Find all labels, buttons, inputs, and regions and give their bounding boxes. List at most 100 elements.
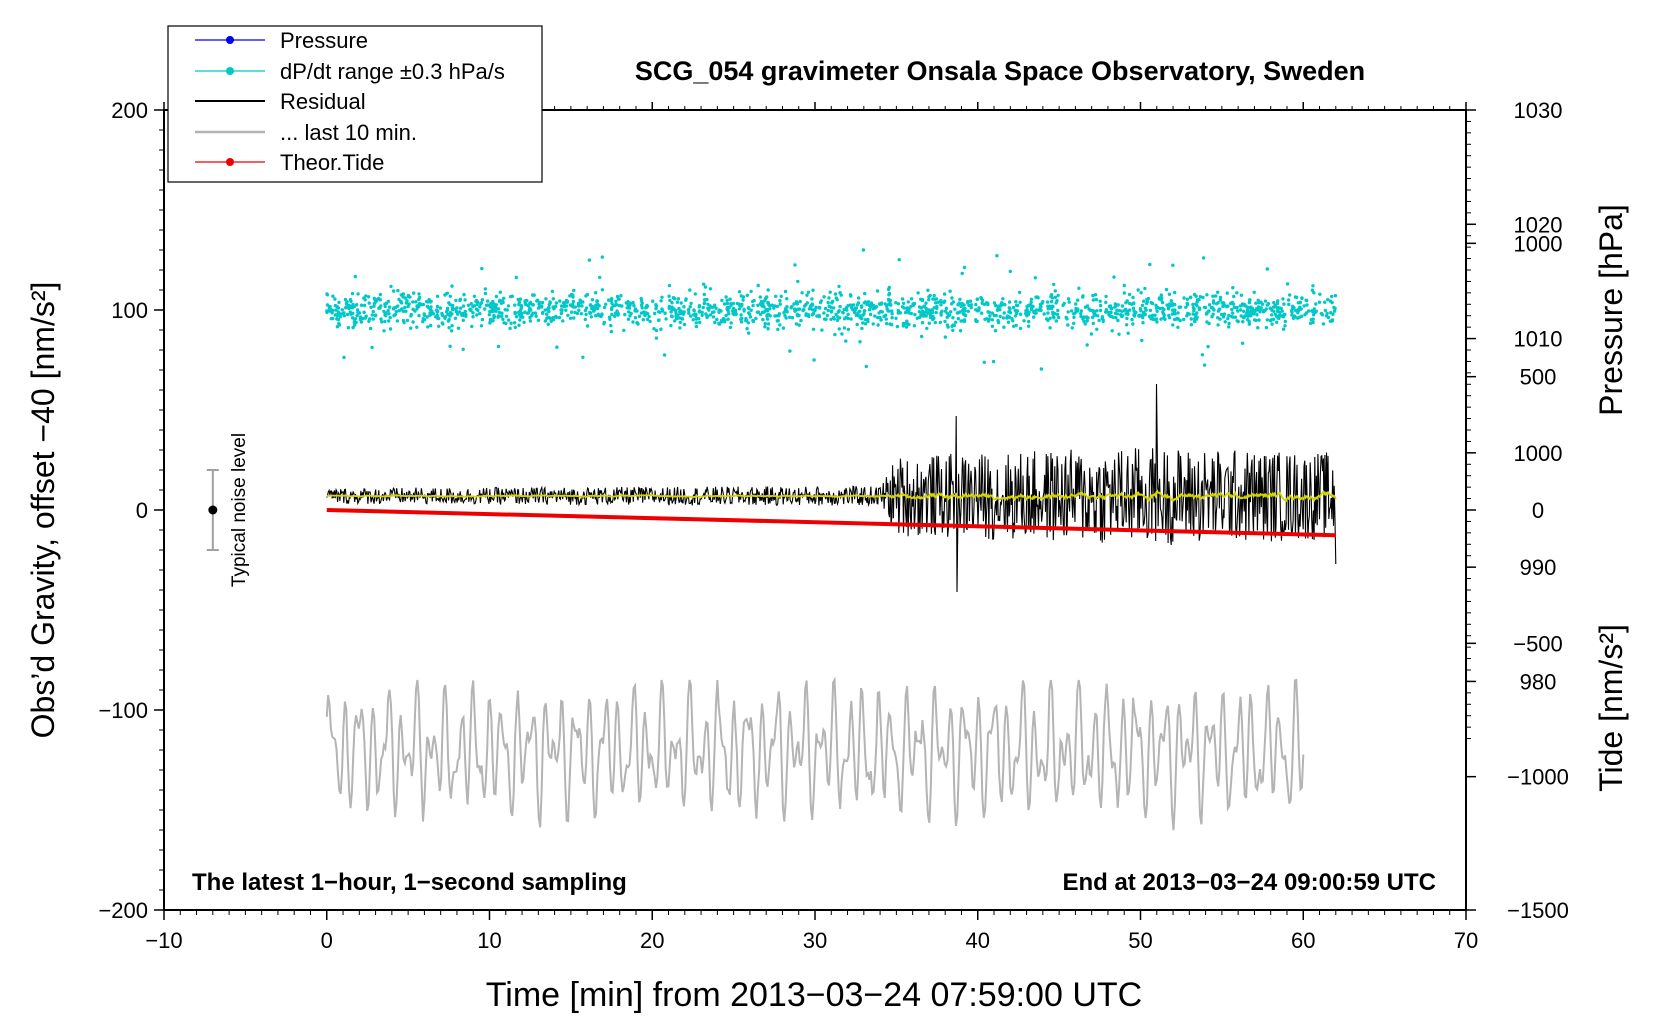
pressure-rate-point [1217,308,1221,312]
pressure-rate-point [509,321,513,325]
pressure-rate-point [766,301,770,305]
pressure-rate-point [1173,312,1177,316]
pressure-rate-point [907,322,911,327]
pressure-rate-point [1140,303,1145,308]
pressure-rate-point [382,329,386,333]
pressure-rate-point [1045,300,1050,304]
pressure-rate-point [498,298,502,303]
pressure-rate-point [715,317,719,322]
pressure-rate-point [980,301,984,305]
pressure-rate-point [1265,318,1270,322]
pressure-rate-point [962,318,967,322]
pressure-rate-point [804,312,808,316]
pressure-rate-point [896,302,901,306]
pressure-rate-point [1018,326,1023,331]
pressure-rate-point [1029,297,1034,301]
pressure-rate-point [1027,319,1031,324]
pressure-rate-point [351,311,355,315]
pressure-rate-point [626,317,631,321]
pressure-rate-point [740,316,744,320]
pressure-rate-point [863,318,867,322]
pressure-rate-point [888,322,892,326]
pressure-rate-point [545,312,549,316]
pressure-rate-point [1159,293,1164,297]
pressure-rate-point [871,307,875,311]
y-left-tick-label: 0 [136,498,148,523]
pressure-rate-point [960,271,964,276]
pressure-rate-point [1155,309,1159,313]
pressure-rate-point [395,319,400,323]
pressure-rate-point [693,292,697,296]
pressure-rate-point [1274,314,1279,318]
pressure-rate-point [1220,301,1224,305]
pressure-rate-point [1275,320,1279,324]
pressure-rate-point [1053,289,1058,293]
pressure-rate-point [615,309,619,313]
pressure-rate-point [558,299,562,303]
pressure-rate-point [806,290,811,294]
pressure-rate-point [405,318,410,323]
pressure-rate-point [705,314,709,318]
pressure-rate-point [913,312,917,317]
pressure-rate-point [428,300,432,304]
pressure-rate-point [1072,321,1076,326]
pressure-rate-point [1146,296,1151,301]
pressure-rate-point [491,319,495,323]
pressure-rate-point [654,336,659,340]
pressure-rate-point [327,309,332,313]
pressure-rate-point [1034,308,1039,312]
pressure-rate-point [729,302,733,306]
pressure-rate-point [800,291,804,295]
pressure-rate-point [883,302,887,306]
pressure-rate-point [1001,316,1006,320]
pressure-rate-point [454,309,459,314]
pressure-rate-point [865,301,870,305]
pressure-rate-point [654,306,658,311]
pressure-rate-point [710,305,715,309]
pressure-rate-point [1191,312,1195,316]
pressure-rate-point [1133,311,1138,315]
pressure-rate-point [627,310,631,314]
pressure-rate-point [343,297,348,302]
pressure-rate-point [579,312,583,316]
pressure-rate-point [796,279,800,284]
pressure-rate-point [471,315,475,319]
y-axis-right-pressure-label: Pressure [hPa] [1593,204,1629,416]
pressure-rate-point [1176,325,1180,329]
pressure-rate-point [608,317,612,321]
pressure-rate-point [1141,321,1145,325]
pressure-rate-point [953,307,957,311]
pressure-rate-point [336,317,341,322]
pressure-rate-point [1115,308,1119,312]
pressure-rate-point [1101,319,1105,324]
pressure-rate-point [1062,301,1066,306]
pressure-rate-point [728,325,733,330]
pressure-rate-point [1188,295,1193,300]
pressure-rate-point [435,294,440,298]
pressure-rate-point [519,314,524,319]
pressure-rate-point [888,298,892,303]
pressure-rate-point [1210,315,1214,319]
x-tick-label: −10 [145,928,182,953]
pressure-rate-point [669,314,674,318]
pressure-rate-point [471,311,475,315]
pressure-rate-point [455,312,460,316]
pressure-rate-point [895,324,900,329]
pressure-rate-point [1311,317,1315,321]
pressure-rate-point [1033,276,1038,280]
pressure-rate-point [640,306,644,310]
pressure-rate-point [1148,262,1152,267]
pressure-rate-point [822,311,826,315]
pressure-rate-point [745,327,749,331]
pressure-rate-point [372,304,376,308]
pressure-rate-point [788,315,792,319]
pressure-rate-point [783,314,787,318]
pressure-rate-point [1270,313,1274,317]
x-tick-label: 40 [966,928,990,953]
pressure-rate-point [496,307,501,311]
pressure-rate-point [1116,303,1120,307]
pressure-rate-point [962,265,967,270]
pressure-rate-point [1117,332,1121,336]
pressure-rate-point [387,305,392,309]
pressure-rate-point [1232,305,1237,309]
